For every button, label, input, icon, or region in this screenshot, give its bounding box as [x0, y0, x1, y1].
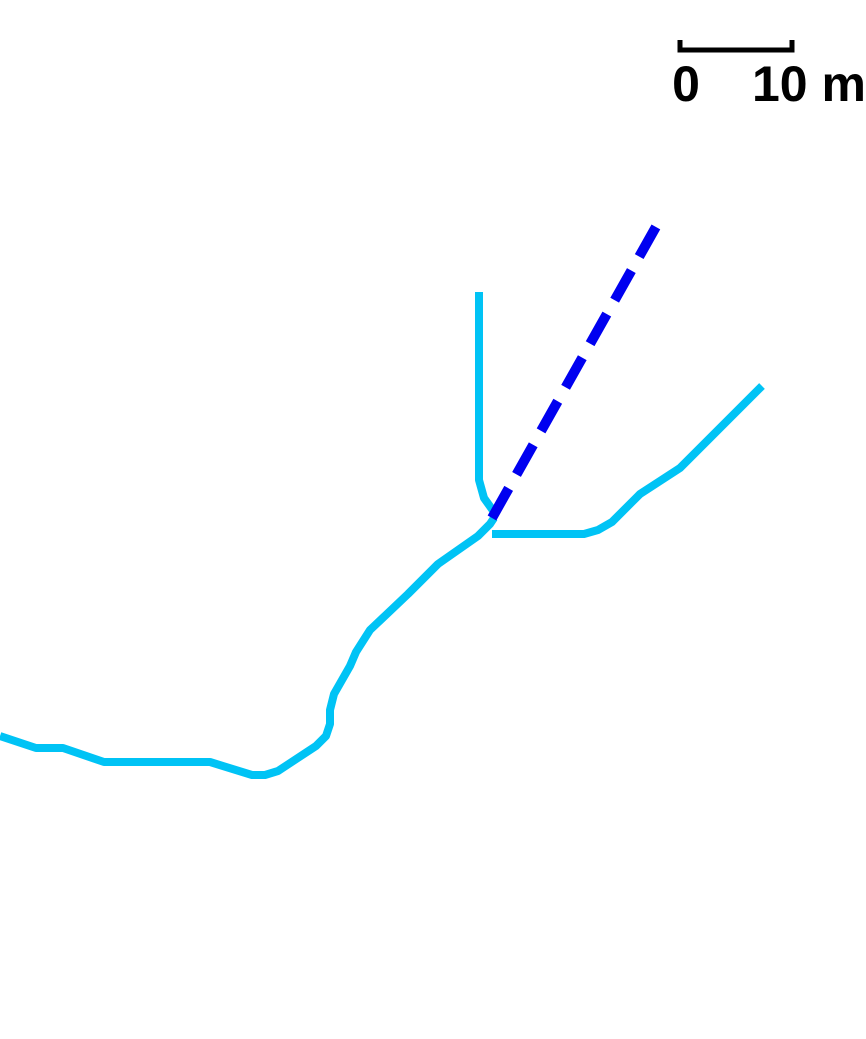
scale-bar: 0 10 m [672, 40, 866, 112]
dashed-line [487, 222, 662, 521]
stream-north-branch [475, 292, 498, 515]
stream-east-branch [492, 383, 765, 538]
scale-bar-line [677, 40, 795, 53]
stream-main [0, 515, 498, 779]
scale-bar-start-label: 0 [672, 56, 700, 112]
scale-bar-end-label: 10 m [752, 56, 866, 112]
